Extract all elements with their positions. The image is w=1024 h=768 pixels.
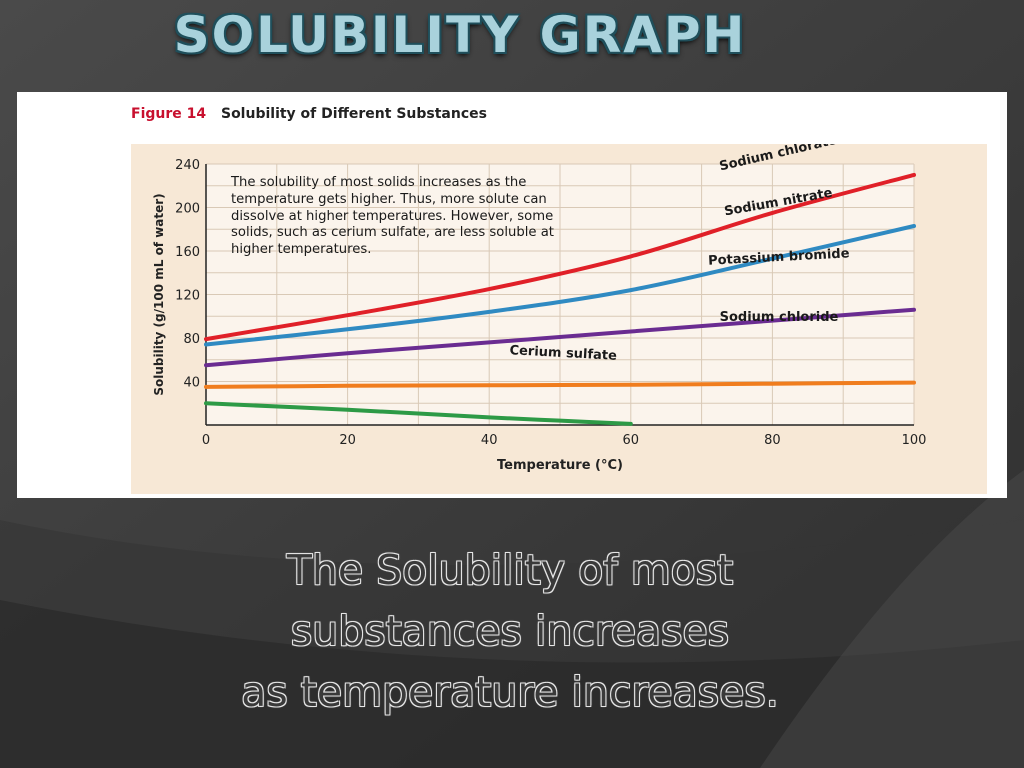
y-tick-label: 160 <box>175 245 200 260</box>
body-line: as temperature increases. <box>241 668 779 716</box>
slide-title: SOLUBILITY GRAPH <box>173 6 747 64</box>
figure-caption-text: Solubility of Different Substances <box>220 106 487 122</box>
x-tick-label: 60 <box>623 433 640 448</box>
y-tick-label: 240 <box>175 158 200 173</box>
x-tick-label: 40 <box>481 433 498 448</box>
x-tick-label: 100 <box>902 433 927 448</box>
chart-area: 40 80 120 160 200 240 0 20 40 60 80 100 Temperature … <box>131 144 987 494</box>
y-axis-label: Solubility (g/100 mL of water) <box>152 193 166 395</box>
figure-number: Figure 14 <box>131 106 207 122</box>
series-line <box>204 172 916 342</box>
x-tick-label: 20 <box>339 433 356 448</box>
x-tick-label: 0 <box>202 433 210 448</box>
series-label: Cerium sulfate <box>509 343 617 364</box>
series-line <box>204 401 633 426</box>
body-line: substances increases <box>290 607 730 655</box>
solubility-chart: 40 80 120 160 200 240 0 20 40 60 80 100 Temperature … <box>152 144 927 473</box>
y-tick-label: 80 <box>183 332 200 347</box>
series-line <box>204 307 916 368</box>
x-axis-label: Temperature (°C) <box>497 458 623 473</box>
figure-caption: Figure 14 Solubility of Different Substa… <box>131 106 487 122</box>
y-tick-label: 120 <box>175 289 200 304</box>
series-line <box>204 224 916 347</box>
series-label: Potassium bromide <box>708 246 850 268</box>
slide-body-text: The Solubility of most substances increa… <box>140 540 880 723</box>
y-tick-label: 200 <box>175 202 200 217</box>
series-label: Sodium chloride <box>720 310 839 325</box>
x-tick-label: 80 <box>764 433 781 448</box>
y-tick-label: 40 <box>183 376 200 391</box>
series-line <box>204 380 916 389</box>
figure-panel: Figure 14 Solubility of Different Substa… <box>17 92 1007 498</box>
body-line: The Solubility of most <box>286 546 734 594</box>
chart-note: The solubility of most solids increases … <box>231 175 554 258</box>
